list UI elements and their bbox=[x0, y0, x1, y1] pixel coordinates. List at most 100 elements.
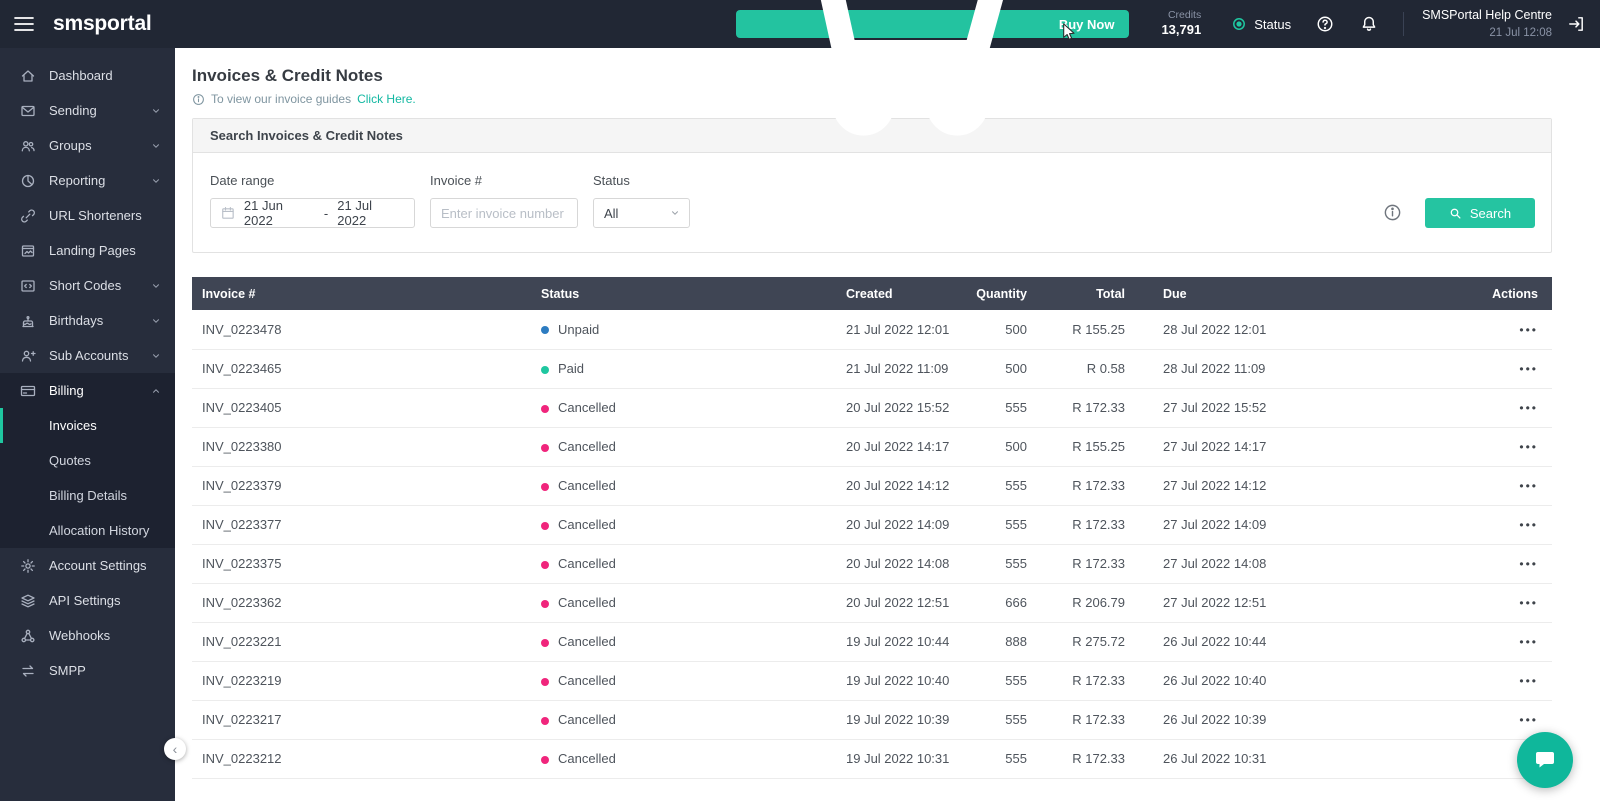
table-column-header: Invoice # bbox=[192, 277, 541, 310]
notifications-bell-button[interactable] bbox=[1359, 14, 1379, 34]
credits-label: Credits bbox=[1167, 9, 1202, 22]
main-content: Invoices & Credit Notes To view our invo… bbox=[175, 48, 1600, 801]
sidebar-collapse-button[interactable]: ‹ bbox=[164, 738, 186, 760]
total-cell: R 206.79 bbox=[1027, 583, 1125, 623]
brand-logo[interactable]: smsportal bbox=[53, 12, 152, 35]
sidebar-item-sending[interactable]: Sending bbox=[0, 93, 175, 128]
info-icon bbox=[192, 93, 205, 106]
sidebar-subitem-quotes[interactable]: Quotes bbox=[49, 453, 91, 468]
invoice-row: INV_0223405 Cancelled 20 Jul 2022 15:52 555… bbox=[192, 388, 1552, 428]
status-dot-icon bbox=[1233, 18, 1246, 30]
row-actions-menu-button[interactable]: ••• bbox=[1519, 518, 1538, 532]
created-cell: 21 Jul 2022 11:09 bbox=[846, 349, 948, 389]
actions-cell: ••• bbox=[1420, 583, 1552, 623]
chevron-down-icon bbox=[151, 141, 161, 151]
invoices-table: Invoice # Status Created Quantity Total Due Ac… bbox=[192, 277, 1552, 779]
sidebar-item-billing[interactable]: Billing bbox=[0, 373, 175, 408]
row-actions-menu-button[interactable]: ••• bbox=[1519, 362, 1538, 376]
landing-page-icon bbox=[20, 243, 36, 259]
created-cell: 20 Jul 2022 12:51 bbox=[846, 583, 949, 623]
actions-cell: ••• bbox=[1420, 544, 1552, 584]
sidebar-item-birthdays[interactable]: Birthdays bbox=[0, 303, 175, 338]
row-actions-menu-button[interactable]: ••• bbox=[1519, 635, 1538, 649]
sidebar-item-short-codes[interactable]: Short Codes bbox=[0, 268, 175, 303]
help-icon bbox=[1317, 16, 1333, 32]
due-cell: 27 Jul 2022 14:09 bbox=[1125, 505, 1420, 545]
status-cell: Cancelled bbox=[541, 388, 846, 428]
invoice-number-cell: INV_0223212 bbox=[192, 739, 541, 779]
help-centre-name: SMSPortal Help Centre bbox=[1422, 8, 1552, 23]
row-actions-menu-button[interactable]: ••• bbox=[1519, 557, 1538, 571]
due-cell: 27 Jul 2022 14:12 bbox=[1125, 466, 1420, 506]
chevron-down-icon bbox=[151, 106, 161, 116]
search-info-icon[interactable] bbox=[1383, 203, 1403, 223]
quantity-cell: 888 bbox=[946, 622, 1027, 662]
sidebar-item-reporting[interactable]: Reporting bbox=[0, 163, 175, 198]
credits-display: Credits 13,791 bbox=[1161, 9, 1201, 38]
buy-now-button[interactable]: Buy Now bbox=[735, 0, 1130, 136]
created-cell: 20 Jul 2022 14:09 bbox=[846, 505, 949, 545]
total-cell: R 275.72 bbox=[1027, 622, 1125, 662]
sidebar-item-api-settings[interactable]: API Settings bbox=[0, 583, 175, 618]
row-actions-menu-button[interactable]: ••• bbox=[1519, 479, 1538, 493]
cart-icon bbox=[751, 0, 1051, 174]
row-actions-menu-button[interactable]: ••• bbox=[1519, 401, 1538, 415]
status-dot-icon bbox=[541, 365, 549, 374]
calendar-icon bbox=[221, 206, 235, 220]
invoice-row: INV_0223217 Cancelled 19 Jul 2022 10:39 555… bbox=[192, 700, 1552, 740]
row-actions-menu-button[interactable]: ••• bbox=[1519, 674, 1538, 688]
sidebar-item-label: Webhooks bbox=[49, 628, 111, 643]
table-column-header: Total bbox=[1027, 277, 1125, 310]
sub-accounts-icon bbox=[20, 348, 36, 364]
sidebar-subitem-billing-details[interactable]: Billing Details bbox=[49, 488, 128, 503]
status-indicator[interactable]: Status bbox=[1231, 16, 1291, 32]
sidebar-item-sub-accounts[interactable]: Sub Accounts bbox=[0, 338, 175, 373]
status-cell: Cancelled bbox=[541, 505, 846, 545]
status-field: Status All bbox=[593, 173, 690, 228]
row-actions-menu-button[interactable]: ••• bbox=[1519, 440, 1538, 454]
sidebar-item-label: Account Settings bbox=[49, 558, 147, 573]
status-select[interactable]: All bbox=[593, 198, 690, 228]
search-button[interactable]: Search bbox=[1425, 198, 1535, 228]
sidebar-item-url-shorteners[interactable]: URL Shorteners bbox=[0, 198, 175, 233]
sidebar-item-webhooks[interactable]: Webhooks bbox=[0, 618, 175, 653]
row-actions-menu-button[interactable]: ••• bbox=[1519, 596, 1538, 610]
invoice-row: INV_0223219 Cancelled 19 Jul 2022 10:40 555… bbox=[192, 661, 1552, 701]
guide-link[interactable]: Click Here. bbox=[357, 92, 416, 106]
credit-card-icon bbox=[20, 383, 36, 399]
sidebar-item-dashboard[interactable]: Dashboard bbox=[0, 58, 175, 93]
help-button[interactable] bbox=[1315, 14, 1335, 34]
sidebar-nav: Dashboard Sending Groups Reporting URL Short… bbox=[0, 58, 175, 688]
chevron-down-icon bbox=[151, 281, 161, 291]
row-actions-menu-button[interactable]: ••• bbox=[1519, 713, 1538, 727]
invoice-number-field: Invoice # bbox=[430, 173, 578, 228]
quantity-cell: 555 bbox=[946, 661, 1027, 701]
logout-button[interactable] bbox=[1566, 14, 1586, 34]
created-cell: 20 Jul 2022 14:17 bbox=[846, 427, 949, 467]
status-dot-icon bbox=[541, 638, 549, 647]
due-cell: 28 Jul 2022 12:01 bbox=[1125, 310, 1420, 350]
sidebar-item-smpp[interactable]: SMPP bbox=[0, 653, 175, 688]
help-centre-info[interactable]: SMSPortal Help Centre 21 Jul 12:08 bbox=[1422, 7, 1552, 41]
invoice-number-input[interactable] bbox=[430, 198, 578, 228]
sidebar-item-label: SMPP bbox=[49, 663, 86, 678]
row-actions-menu-button[interactable]: ••• bbox=[1519, 322, 1538, 337]
total-cell: R 172.33 bbox=[1027, 739, 1125, 779]
sidebar-item-groups[interactable]: Groups bbox=[0, 128, 175, 163]
live-chat-button[interactable] bbox=[1517, 732, 1573, 788]
sidebar-item-landing-pages[interactable]: Landing Pages bbox=[0, 233, 175, 268]
sidebar-item-account-settings[interactable]: Account Settings bbox=[0, 548, 175, 583]
chevron-down-icon bbox=[151, 351, 161, 361]
invoice-row: INV_0223465 Paid 21 Jul 2022 11:09 500 R 0.5… bbox=[192, 349, 1552, 389]
status-dot-icon bbox=[541, 599, 549, 608]
sidebar-subitem-invoices[interactable]: Invoices bbox=[0, 408, 175, 443]
status-label: Status bbox=[1254, 16, 1292, 32]
sidebar-subitem-allocation-history[interactable]: Allocation History bbox=[49, 523, 150, 538]
sidebar-item-label: Sending bbox=[49, 103, 97, 118]
invoice-number-cell: INV_0223362 bbox=[192, 583, 541, 623]
chat-icon bbox=[1536, 752, 1554, 768]
hamburger-menu-button[interactable] bbox=[10, 10, 38, 38]
date-range-input[interactable]: 21 Jun 2022 - 21 Jul 2022 bbox=[210, 198, 415, 228]
topbar: smsportal Buy Now Credits 13,791 Status … bbox=[0, 0, 1600, 136]
chevron-down-icon bbox=[151, 316, 161, 326]
